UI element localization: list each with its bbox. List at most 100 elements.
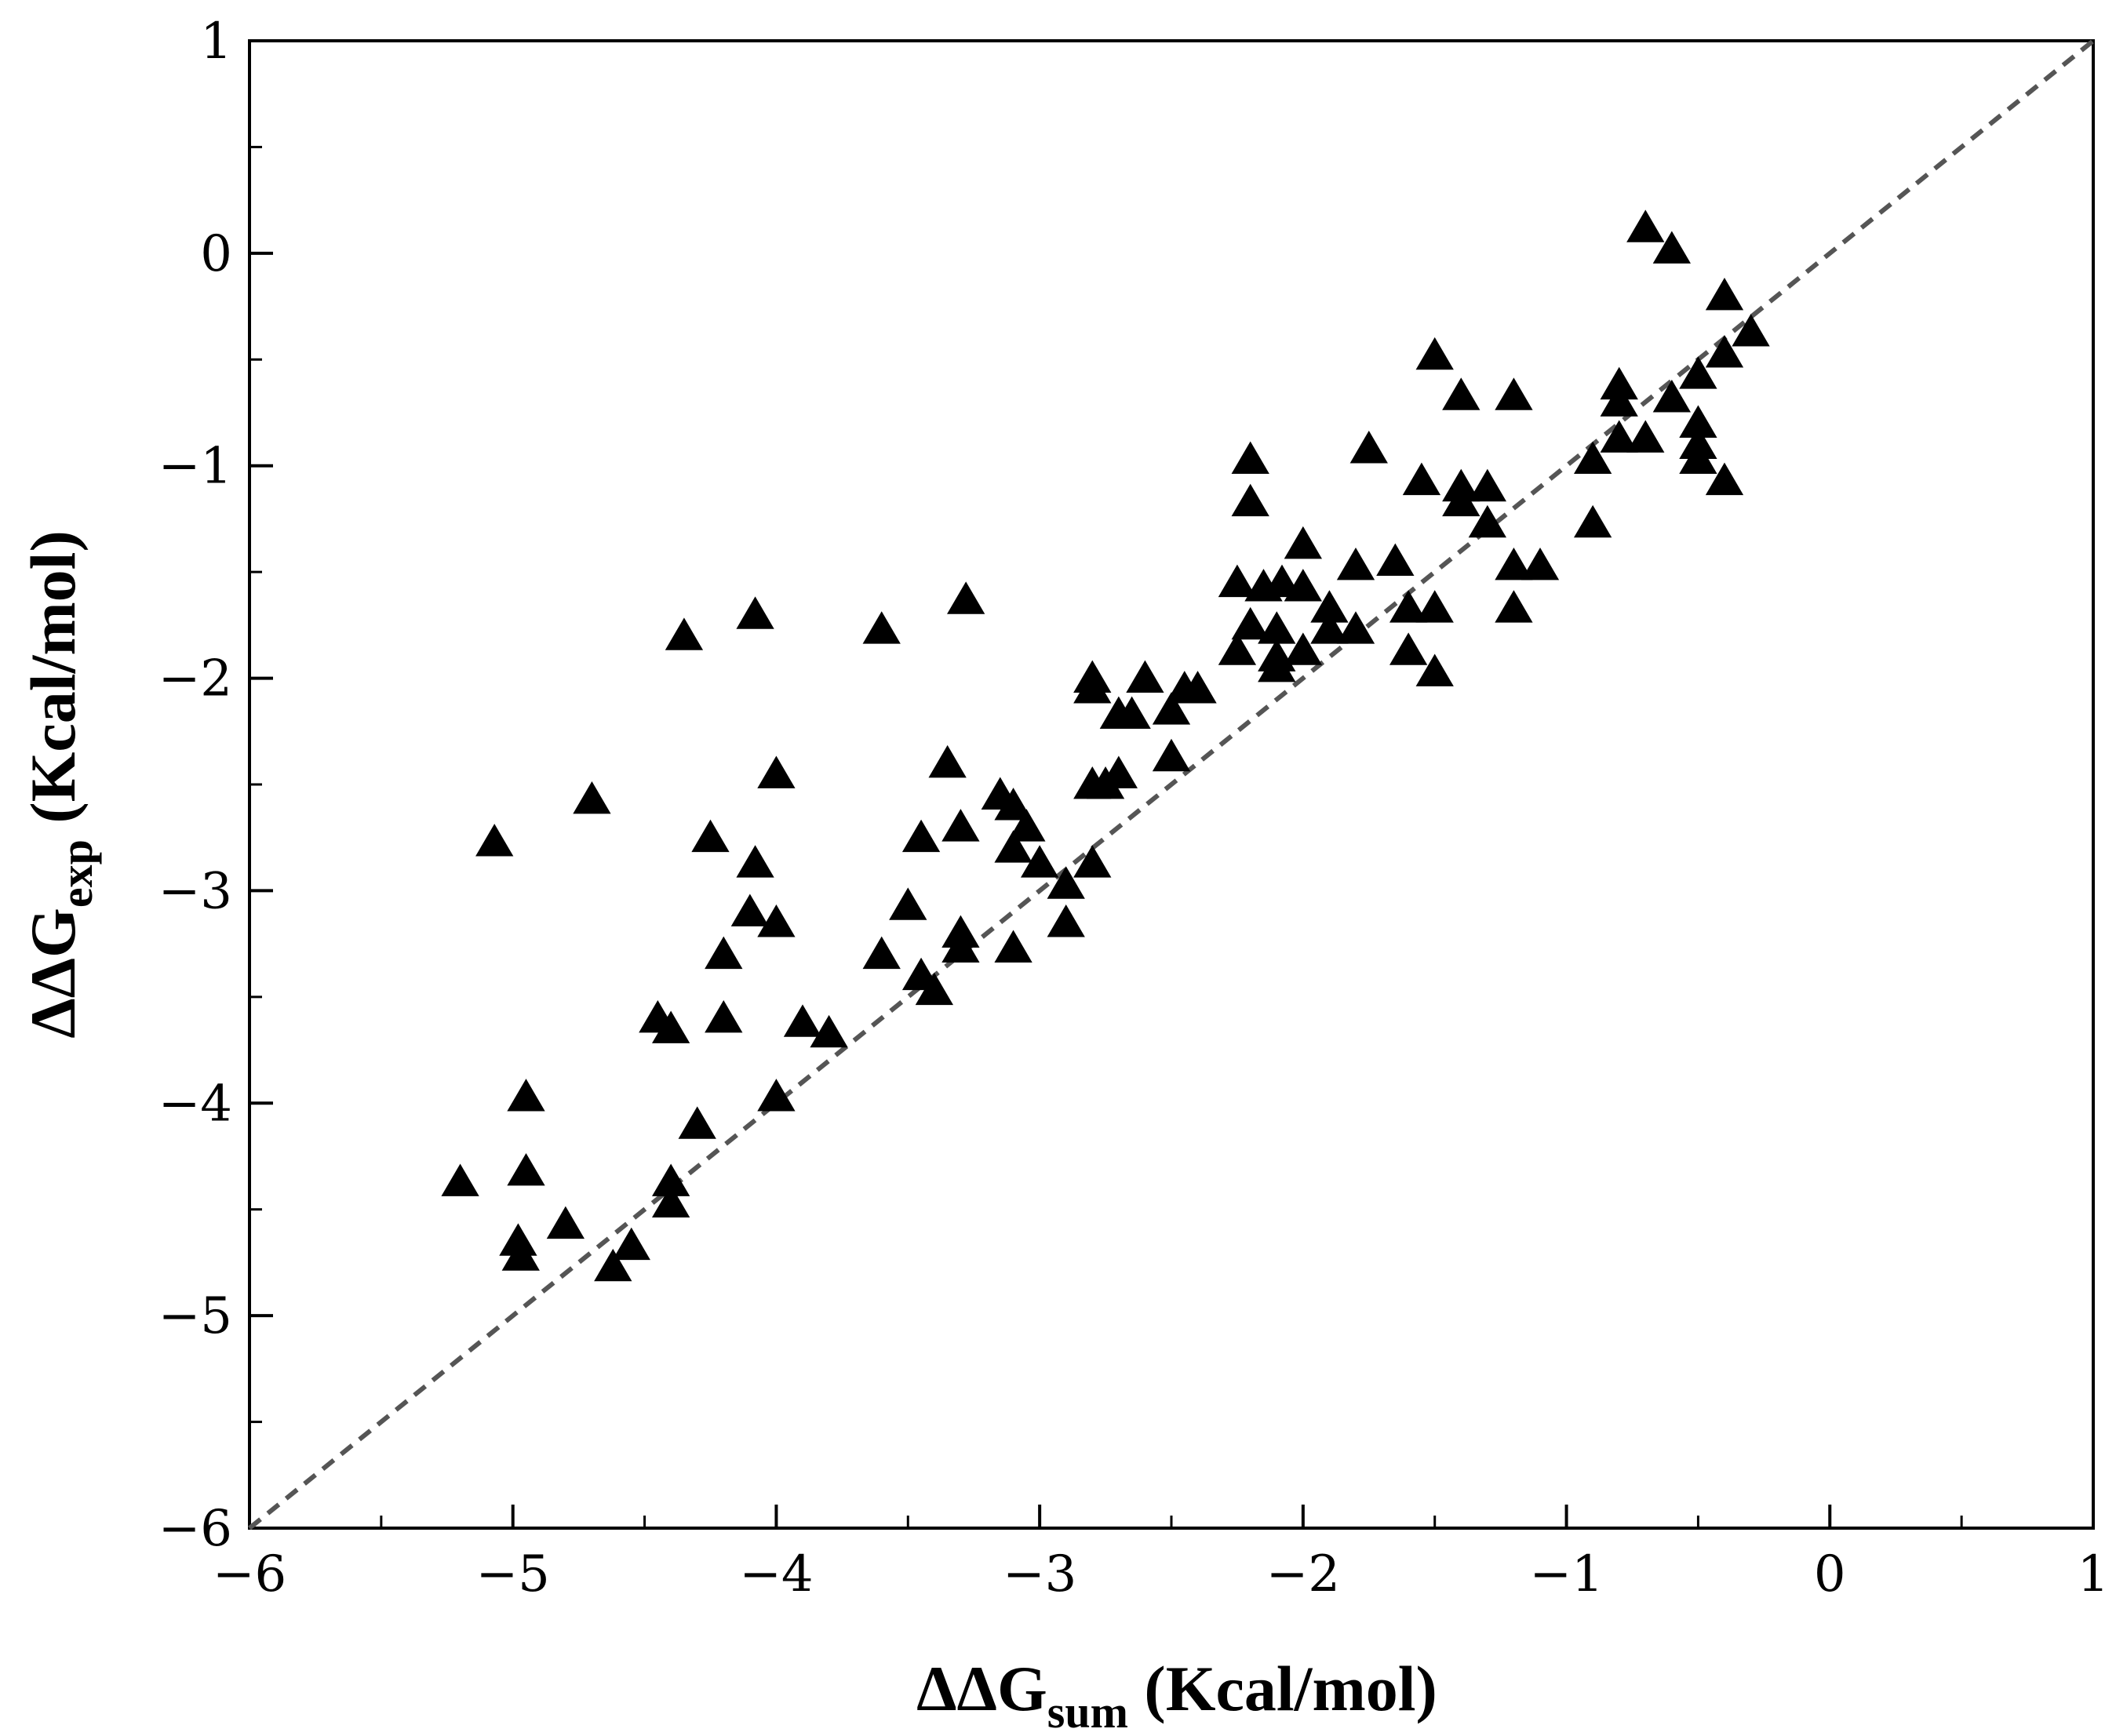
x-axis-title-main: ΔΔG bbox=[916, 1653, 1047, 1724]
data-point-triangle bbox=[1047, 866, 1085, 899]
data-point-triangle bbox=[1600, 420, 1638, 453]
y-tick-label: 1 bbox=[200, 13, 232, 71]
y-tick-label: −2 bbox=[158, 650, 232, 708]
data-point-triangle bbox=[678, 1106, 716, 1139]
data-point-triangle bbox=[946, 581, 985, 614]
data-point-triangle bbox=[1389, 632, 1428, 665]
x-tick-label: 1 bbox=[2078, 1545, 2110, 1603]
reference-diagonal-line bbox=[248, 38, 2095, 1530]
data-point-triangle bbox=[810, 1014, 848, 1048]
data-point-triangle bbox=[1468, 468, 1507, 502]
data-point-triangle bbox=[1468, 504, 1507, 538]
data-point-triangle bbox=[1376, 543, 1415, 576]
data-point-triangle bbox=[1310, 590, 1349, 623]
data-point-triangle bbox=[651, 1185, 690, 1217]
x-axis-title-unit: (Kcal/mol) bbox=[1128, 1653, 1437, 1724]
data-point-triangle bbox=[994, 930, 1033, 963]
data-point-triangle bbox=[1389, 590, 1428, 623]
data-point-triangle bbox=[1573, 504, 1612, 538]
data-point-triangle bbox=[1152, 692, 1191, 725]
y-axis-title: ΔΔGexp (Kcal/mol) bbox=[17, 530, 102, 1039]
data-point-triangle bbox=[757, 755, 796, 788]
data-point-triangle bbox=[1231, 441, 1269, 474]
x-tick-label: −1 bbox=[1529, 1545, 1603, 1603]
data-point-triangle bbox=[1652, 380, 1692, 413]
data-point-triangle bbox=[507, 1152, 545, 1186]
data-point-triangle bbox=[665, 617, 704, 650]
data-point-triangle bbox=[651, 1010, 690, 1043]
data-point-triangle bbox=[862, 611, 901, 644]
data-point-triangle bbox=[1626, 209, 1665, 242]
data-point-triangle bbox=[1218, 632, 1257, 665]
data-point-triangle bbox=[1679, 441, 1717, 474]
data-point-triangle bbox=[928, 744, 967, 778]
data-point-triangle bbox=[1073, 671, 1112, 704]
data-point-triangle bbox=[1126, 660, 1164, 693]
data-point-triangle bbox=[1495, 377, 1533, 410]
data-point-triangle bbox=[1626, 420, 1665, 453]
data-point-triangle bbox=[441, 1163, 479, 1196]
data-point-triangle bbox=[1679, 405, 1717, 438]
data-point-triangle bbox=[730, 893, 770, 926]
data-point-triangle bbox=[1258, 611, 1296, 644]
data-point-triangle bbox=[705, 999, 743, 1033]
data-point-triangle bbox=[1310, 611, 1349, 644]
axis-ticks bbox=[248, 39, 2095, 1530]
data-point-triangle bbox=[757, 1079, 796, 1112]
data-point-triangle bbox=[1521, 548, 1560, 580]
data-point-triangle bbox=[1231, 606, 1269, 640]
data-point-triangle bbox=[941, 930, 980, 963]
data-point-triangle bbox=[705, 936, 743, 970]
data-point-triangle bbox=[1284, 632, 1323, 665]
x-axis-title-sub: sum bbox=[1047, 1687, 1128, 1736]
data-point-triangle bbox=[1047, 904, 1085, 937]
data-point-triangle bbox=[1284, 526, 1323, 559]
data-point-triangle bbox=[1442, 377, 1480, 410]
data-point-triangle bbox=[1600, 366, 1638, 400]
data-point-triangle bbox=[1652, 231, 1692, 264]
x-tick-label: −2 bbox=[1266, 1545, 1340, 1603]
data-point-triangle bbox=[546, 1206, 585, 1239]
data-point-triangle bbox=[651, 1163, 690, 1196]
data-point-triangle bbox=[1284, 569, 1323, 602]
x-tick-label: −3 bbox=[1003, 1545, 1076, 1603]
data-point-triangle bbox=[1336, 548, 1375, 580]
x-tick-label: −6 bbox=[213, 1545, 286, 1603]
data-point-triangle bbox=[1178, 671, 1217, 704]
y-axis-title-unit: (Kcal/mol) bbox=[17, 530, 89, 839]
data-point-triangle bbox=[594, 1248, 632, 1282]
data-point-triangle bbox=[1349, 431, 1388, 464]
data-point-triangle bbox=[1086, 766, 1125, 799]
data-point-triangle bbox=[901, 819, 941, 853]
data-point-triangle bbox=[1007, 809, 1046, 842]
data-point-triangle bbox=[1073, 845, 1112, 878]
data-point-triangle bbox=[1679, 356, 1717, 389]
data-point-triangle bbox=[1573, 441, 1612, 474]
data-point-triangle bbox=[499, 1223, 537, 1256]
data-point-triangle bbox=[994, 830, 1033, 863]
data-point-triangle bbox=[981, 777, 1019, 810]
data-point-triangle bbox=[1495, 548, 1533, 580]
data-point-triangle bbox=[1336, 611, 1375, 644]
data-point-triangle bbox=[507, 1079, 545, 1112]
data-point-triangle bbox=[1442, 483, 1480, 517]
data-point-triangle bbox=[1218, 564, 1257, 598]
data-point-triangle bbox=[1402, 462, 1441, 496]
y-tick-label: −3 bbox=[158, 862, 232, 920]
data-point-triangle bbox=[889, 887, 927, 920]
y-tick-label: 0 bbox=[200, 225, 232, 283]
data-point-triangle bbox=[783, 1004, 822, 1037]
y-tick-label: −1 bbox=[158, 438, 232, 496]
data-point-triangle bbox=[1600, 384, 1638, 417]
data-point-triangle bbox=[862, 936, 901, 970]
data-point-triangle bbox=[736, 596, 774, 629]
y-axis-title-sub: exp bbox=[51, 839, 102, 908]
data-point-triangle bbox=[612, 1227, 650, 1261]
data-point-triangle bbox=[757, 904, 796, 937]
data-point-triangle bbox=[1113, 696, 1151, 730]
y-tick-label: −5 bbox=[158, 1287, 232, 1345]
data-point-triangle bbox=[475, 824, 514, 857]
data-point-triangle bbox=[1258, 650, 1296, 682]
data-point-triangle bbox=[573, 781, 611, 814]
tick-labels: −6−6 −5 −5 −4 −4 −3 −3 −2 −2 −1 −1 0 0 1 1 bbox=[158, 13, 2110, 1603]
